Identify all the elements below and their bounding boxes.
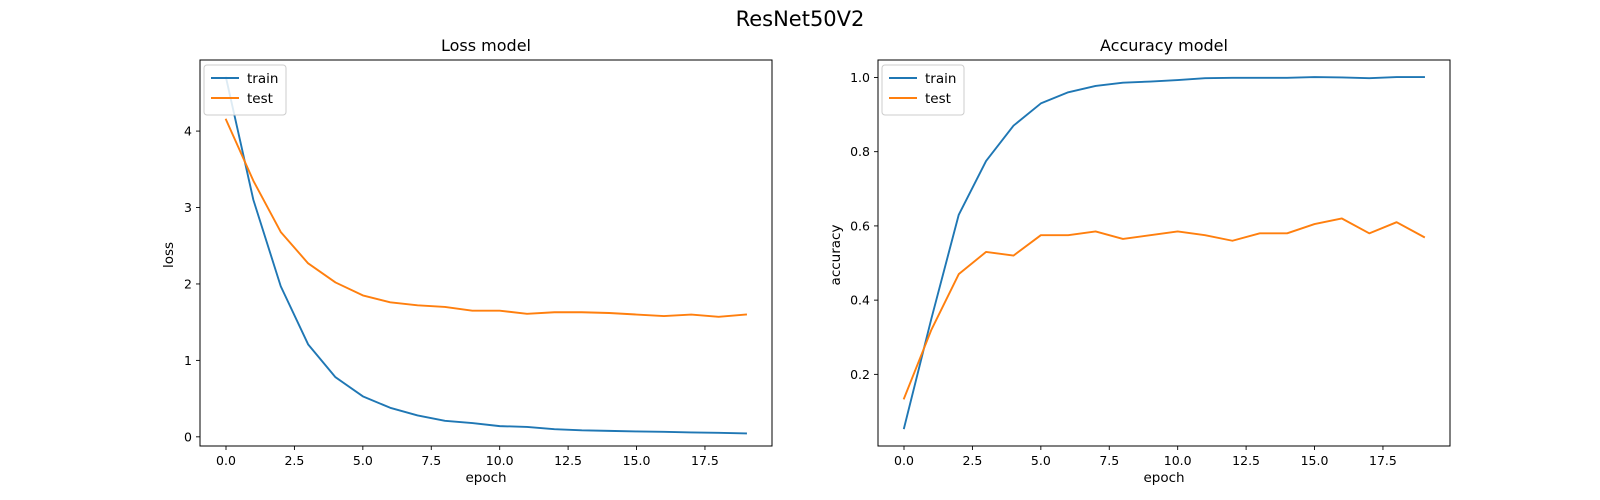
accuracy-series-train-line <box>902 76 1425 430</box>
loss-chart-frame <box>199 59 773 447</box>
loss-chart-ticks: 0.0 2.5 5.0 7.5 10.0 12.5 15.0 17.5 0 1 2 3 4 <box>184 124 719 468</box>
accuracy-xtick-label: 10.0 <box>1164 453 1192 468</box>
accuracy-xtick-label: 5.0 <box>1031 453 1051 468</box>
accuracy-xtick-label: 7.5 <box>1099 453 1119 468</box>
loss-chart-ylabel: loss <box>161 242 177 268</box>
figure-suptitle: ResNet50V2 <box>736 7 865 31</box>
loss-chart: Loss model epoch loss 0.0 2.5 5.0 7.5 10.0 12… <box>161 36 773 486</box>
accuracy-chart-ylabel: accuracy <box>828 225 844 286</box>
accuracy-ytick-label: 0.8 <box>850 144 870 159</box>
loss-legend-label-test: test <box>247 91 273 107</box>
accuracy-chart-frame <box>877 59 1451 447</box>
accuracy-legend-label-test: test <box>925 91 951 107</box>
accuracy-ytick-label: 1.0 <box>850 70 870 85</box>
loss-xtick-label: 0.0 <box>216 453 236 468</box>
accuracy-xtick-label: 2.5 <box>962 453 982 468</box>
accuracy-chart-title: Accuracy model <box>1100 36 1228 55</box>
accuracy-chart-plot <box>902 76 1426 430</box>
loss-chart-xlabel: epoch <box>465 470 506 486</box>
loss-xtick-label: 15.0 <box>623 453 651 468</box>
loss-chart-title: Loss model <box>441 36 531 55</box>
loss-xtick-label: 10.0 <box>486 453 514 468</box>
loss-chart-plot <box>224 76 748 435</box>
loss-chart-legend: train test <box>203 64 287 116</box>
loss-ytick-label: 0 <box>184 429 192 444</box>
accuracy-xtick-label: 0.0 <box>894 453 914 468</box>
accuracy-ytick-label: 0.4 <box>850 293 870 308</box>
loss-ytick-label: 1 <box>184 353 192 368</box>
accuracy-chart-ticks: 0.0 2.5 5.0 7.5 10.0 12.5 15.0 17.5 0.2 0.4 0.6 0.8… <box>850 70 1397 468</box>
loss-ytick-label: 4 <box>184 124 192 139</box>
accuracy-xtick-label: 12.5 <box>1232 453 1260 468</box>
loss-xtick-label: 12.5 <box>554 453 582 468</box>
loss-series-train-line <box>224 76 747 435</box>
accuracy-chart: Accuracy model epoch accuracy 0.0 2.5 5.0 7… <box>828 36 1451 486</box>
accuracy-ytick-label: 0.2 <box>850 367 870 382</box>
accuracy-ytick-label: 0.6 <box>850 218 870 233</box>
accuracy-chart-legend: train test <box>881 64 965 116</box>
loss-ytick-label: 2 <box>184 276 192 291</box>
loss-xtick-label: 17.5 <box>691 453 719 468</box>
loss-xtick-label: 5.0 <box>353 453 373 468</box>
accuracy-series-test-line <box>902 217 1426 400</box>
loss-xtick-label: 2.5 <box>284 453 304 468</box>
loss-series-test-line <box>224 118 748 318</box>
loss-legend-label-train: train <box>247 71 278 87</box>
accuracy-legend-label-train: train <box>925 71 956 87</box>
loss-xtick-label: 7.5 <box>421 453 441 468</box>
loss-ytick-label: 3 <box>184 200 192 215</box>
accuracy-xtick-label: 17.5 <box>1369 453 1397 468</box>
accuracy-chart-xlabel: epoch <box>1143 470 1184 486</box>
accuracy-xtick-label: 15.0 <box>1301 453 1329 468</box>
